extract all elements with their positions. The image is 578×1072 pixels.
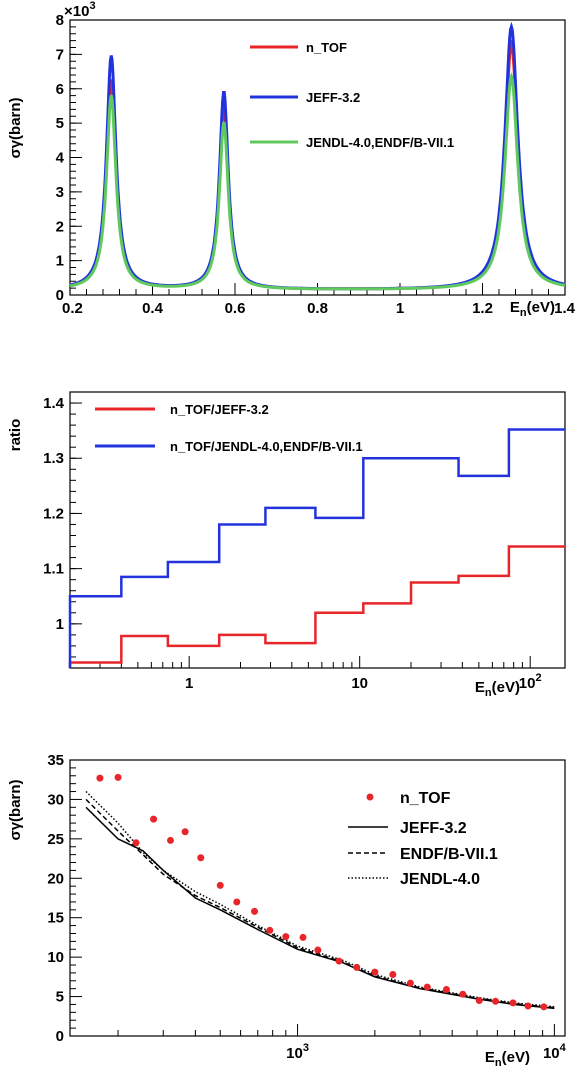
data-point — [166, 836, 174, 844]
x-tick-label: 102 — [519, 672, 542, 692]
data-point — [251, 907, 259, 915]
data-point — [114, 773, 122, 781]
data-point — [406, 979, 414, 987]
data-point — [132, 839, 140, 847]
x-tick-label: 1 — [396, 300, 404, 317]
cross-section-chart: 103 104 0 5 10 15 20 25 30 35 σγ(barn) En(eV) n_TOF J… — [7, 752, 567, 1069]
x-tick-label: 0.4 — [142, 300, 164, 317]
data-point — [150, 815, 158, 823]
series-line — [85, 806, 555, 1010]
x-axis-title: En(eV) — [510, 299, 555, 319]
legend-label: ENDF/B-VII.1 — [400, 846, 498, 863]
data-point — [299, 933, 307, 941]
x-tick-label: 10 — [351, 675, 368, 692]
y-tick-label: 5 — [56, 989, 64, 1006]
y-tick-label: 30 — [47, 791, 64, 808]
data-point — [540, 1003, 548, 1011]
data-point — [423, 983, 431, 991]
y-axis-title: σγ(barn) — [7, 779, 24, 840]
y-tick-label: 15 — [47, 910, 64, 927]
y-tick-label: 8 — [56, 12, 64, 29]
x-tick-label: 0.2 — [62, 300, 83, 317]
data-point — [282, 933, 290, 941]
legend-label: JENDL-4.0 — [400, 871, 480, 888]
y-axis-title: σγ(barn) — [7, 97, 24, 158]
series-line — [69, 21, 566, 291]
y-tick-label: 1.1 — [43, 561, 64, 578]
legend-label: JEFF-3.2 — [306, 90, 360, 105]
y-tick-label: 20 — [47, 870, 64, 887]
series-step-line — [68, 545, 565, 668]
x-tick-label: 1.2 — [472, 300, 493, 317]
x-tick-label: 103 — [286, 1042, 309, 1062]
plot-frame — [69, 759, 566, 1037]
legend-label: JENDL-4.0,ENDF/B-VII.1 — [306, 135, 454, 150]
resonance-chart: 0.2 0.4 0.6 0.8 1 1.2 1.4 0 1 2 3 4 5 6 7 8×103 σγ(barn)… — [7, 0, 576, 319]
x-tick-label: 1.4 — [554, 300, 576, 317]
legend-label: n_TOF/JEFF-3.2 — [170, 402, 269, 417]
y-axis-title: ratio — [7, 419, 24, 452]
data-point — [442, 985, 450, 993]
y-tick-label: 3 — [56, 184, 64, 201]
data-point — [335, 957, 343, 965]
y-tick-label: 1.2 — [43, 505, 64, 522]
data-point — [197, 854, 205, 862]
y-tick-label: 10 — [47, 949, 64, 966]
data-point — [371, 968, 379, 976]
y-tick-label: 1.4 — [43, 395, 65, 412]
data-point — [524, 1002, 532, 1010]
y-tick-label: 7 — [56, 46, 64, 63]
y-tick-label: 6 — [56, 81, 64, 98]
data-point — [233, 898, 241, 906]
y-tick-label: 1 — [56, 616, 64, 633]
data-point — [389, 970, 397, 978]
series-line — [85, 798, 555, 1009]
y-tick-label: 1.3 — [43, 450, 64, 467]
data-point — [96, 774, 104, 782]
series-step-line — [68, 428, 565, 668]
y-multiplier: ×103 — [64, 0, 96, 20]
data-point — [509, 999, 517, 1007]
data-point — [353, 963, 361, 971]
plot-frame — [69, 391, 566, 669]
y-tick-label: 0 — [56, 1028, 64, 1045]
data-point — [475, 997, 483, 1005]
ratio-chart: 1 10 102 1 1.1 1.2 1.3 1.4 ratio En(eV) n_TOF/JEFF… — [7, 391, 566, 699]
y-tick-label: 2 — [56, 218, 64, 235]
x-tick-label: 0.8 — [307, 300, 328, 317]
data-point — [181, 828, 189, 836]
y-tick-label: 0 — [56, 287, 64, 304]
x-axis-title: En(eV) — [475, 679, 520, 699]
legend-label: JEFF-3.2 — [400, 820, 467, 837]
legend-label: n_TOF/JENDL-4.0,ENDF/B-VII.1 — [170, 439, 363, 454]
y-tick-label: 25 — [47, 831, 64, 848]
y-tick-label: 4 — [56, 150, 65, 167]
x-tick-label: 1 — [185, 675, 193, 692]
y-tick-label: 1 — [56, 253, 64, 270]
data-point — [216, 881, 224, 889]
series-line — [69, 72, 566, 291]
data-point — [314, 946, 322, 954]
x-tick-label: 0.6 — [225, 300, 246, 317]
x-tick-label: 104 — [543, 1042, 567, 1062]
legend-marker — [366, 793, 374, 801]
y-tick-label: 5 — [56, 115, 64, 132]
data-point — [459, 990, 467, 998]
legend-label: n_TOF — [400, 790, 451, 807]
x-axis-title: En(eV) — [485, 1049, 530, 1069]
data-point — [492, 997, 500, 1005]
data-point — [266, 926, 274, 934]
legend-label: n_TOF — [306, 40, 347, 55]
series-line — [85, 790, 555, 1008]
y-tick-label: 35 — [47, 752, 64, 769]
